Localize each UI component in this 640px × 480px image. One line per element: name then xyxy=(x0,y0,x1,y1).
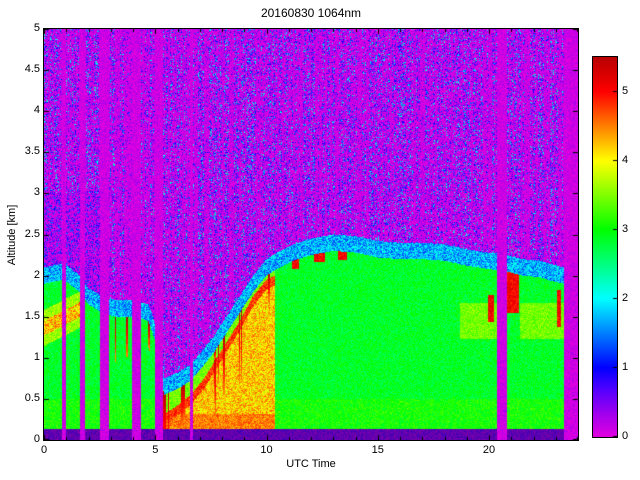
x-tick-label: 20 xyxy=(482,444,496,456)
colorbar-frame xyxy=(592,56,618,438)
y-tick-label: 5 xyxy=(33,22,40,34)
colorbar-tick-label: 1 xyxy=(622,360,629,373)
x-tick-label: 10 xyxy=(260,444,273,456)
colorbar-tick-label: 3 xyxy=(622,222,629,235)
y-tick-label: 0.5 xyxy=(24,391,40,404)
colorbar-tick-label: 0 xyxy=(622,430,629,442)
y-tick-label: 3.5 xyxy=(24,145,40,158)
x-tick-label: 15 xyxy=(371,444,384,456)
x-axis-label: UTC Time xyxy=(286,458,336,470)
y-tick-label: 4 xyxy=(33,104,40,117)
y-tick-label: 4.5 xyxy=(24,63,40,76)
x-tick-label: 0 xyxy=(40,444,48,456)
plot-frame xyxy=(43,28,579,441)
heatmap-canvas xyxy=(44,29,578,440)
chart-title: 20160830 1064nm xyxy=(260,6,362,20)
y-tick-label: 2 xyxy=(33,268,40,281)
y-tick-label: 3 xyxy=(33,186,40,199)
y-tick-label: 2.5 xyxy=(24,227,40,240)
colorbar-tick-label: 4 xyxy=(622,153,629,166)
y-tick-label: 1 xyxy=(33,350,40,363)
colorbar-tick-label: 5 xyxy=(622,84,629,97)
x-tick-label: 5 xyxy=(152,444,159,456)
colorbar-canvas xyxy=(593,57,617,437)
y-tick-label: 1.5 xyxy=(24,309,40,322)
y-tick-label: 0 xyxy=(33,433,40,445)
colorbar-tick-label: 2 xyxy=(622,291,629,304)
